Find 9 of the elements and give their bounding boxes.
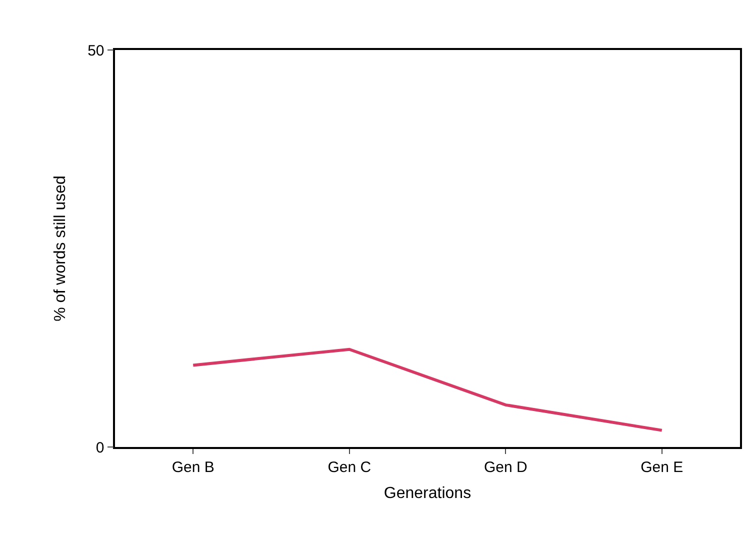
x-tick-label: Gen D (484, 458, 528, 476)
line-series (192, 348, 664, 432)
x-tick-label: Gen C (328, 458, 372, 476)
x-tick-label: Gen E (640, 458, 684, 476)
x-axis-title: Generations (384, 484, 472, 502)
x-tick-label: Gen B (172, 458, 214, 476)
y-tick-label: 0 (96, 439, 104, 456)
y-axis-title: % of words still used (52, 176, 69, 322)
y-tick-label: 50 (88, 42, 104, 60)
